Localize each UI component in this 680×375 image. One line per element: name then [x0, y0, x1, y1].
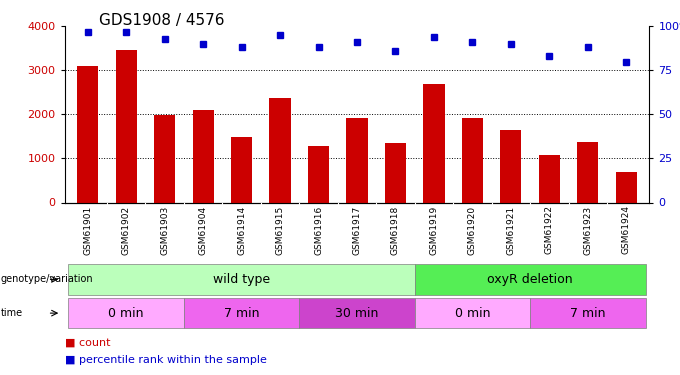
Bar [77, 66, 99, 203]
Text: GSM61918: GSM61918 [391, 206, 400, 255]
Text: GDS1908 / 4576: GDS1908 / 4576 [99, 13, 224, 28]
Bar [69, 298, 184, 328]
Bar [415, 298, 530, 328]
Text: 7 min: 7 min [570, 307, 606, 320]
Bar [192, 110, 214, 202]
Text: oxyR deletion: oxyR deletion [488, 273, 573, 286]
Text: GSM61903: GSM61903 [160, 206, 169, 255]
Text: GSM61914: GSM61914 [237, 206, 246, 255]
Text: ■ count: ■ count [65, 338, 110, 348]
Bar [154, 115, 175, 202]
Text: GSM61916: GSM61916 [314, 206, 323, 255]
Text: GSM61901: GSM61901 [83, 206, 92, 255]
Bar [69, 264, 415, 295]
Bar [462, 118, 483, 202]
Bar [530, 298, 645, 328]
Text: 7 min: 7 min [224, 307, 259, 320]
Text: wild type: wild type [213, 273, 270, 286]
Text: time: time [1, 308, 23, 318]
Text: genotype/variation: genotype/variation [1, 274, 93, 284]
Bar [116, 51, 137, 202]
Bar [500, 130, 522, 203]
Text: 30 min: 30 min [335, 307, 379, 320]
Text: GSM61902: GSM61902 [122, 206, 131, 255]
Bar [424, 84, 445, 203]
Bar [577, 142, 598, 202]
Text: GSM61922: GSM61922 [545, 206, 554, 255]
Text: GSM61923: GSM61923 [583, 206, 592, 255]
Text: GSM61924: GSM61924 [622, 206, 631, 255]
Text: GSM61915: GSM61915 [275, 206, 284, 255]
Text: GSM61904: GSM61904 [199, 206, 207, 255]
Text: GSM61919: GSM61919 [430, 206, 439, 255]
Text: 0 min: 0 min [108, 307, 144, 320]
Text: 0 min: 0 min [455, 307, 490, 320]
Bar [308, 146, 329, 202]
Bar [385, 142, 406, 202]
Bar [539, 155, 560, 203]
Bar [615, 172, 637, 202]
Text: GSM61920: GSM61920 [468, 206, 477, 255]
Bar [415, 264, 645, 295]
Bar [184, 298, 299, 328]
Bar [346, 118, 368, 202]
Text: GSM61917: GSM61917 [352, 206, 362, 255]
Text: GSM61921: GSM61921 [507, 206, 515, 255]
Bar [299, 298, 415, 328]
Bar [269, 98, 290, 202]
Text: ■ percentile rank within the sample: ■ percentile rank within the sample [65, 355, 267, 365]
Bar [231, 137, 252, 202]
